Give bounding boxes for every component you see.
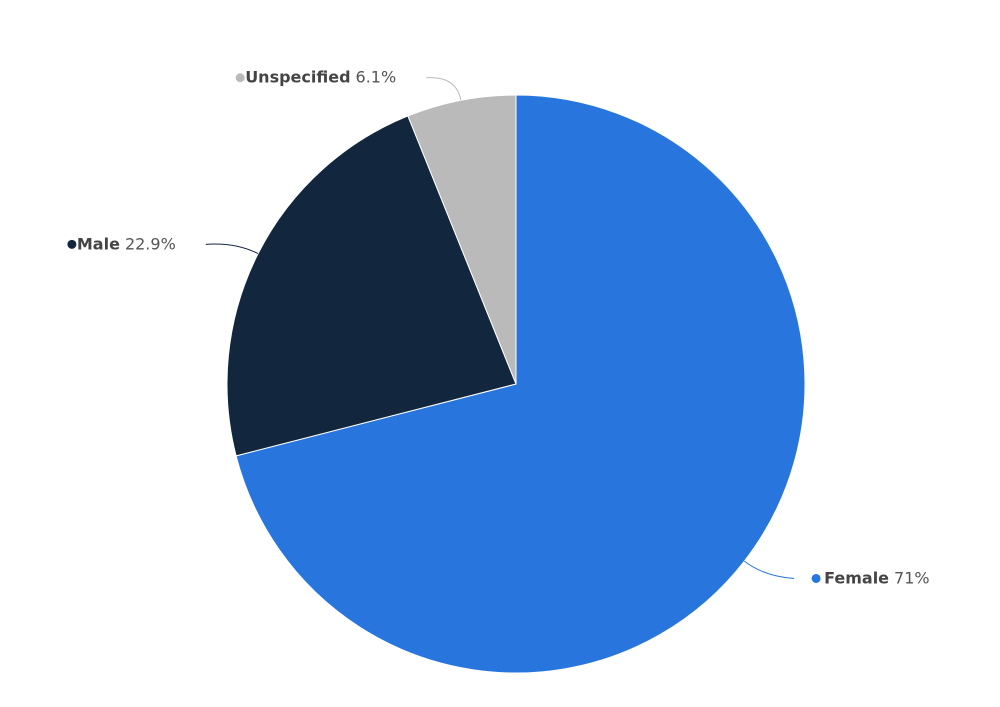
label-dot — [811, 573, 821, 583]
connector — [426, 77, 462, 101]
data-label: Male 22.9% — [77, 234, 176, 253]
label-name: Female — [824, 568, 889, 587]
label-value: 6.1% — [356, 67, 397, 86]
label-name: Unspecified — [245, 67, 350, 86]
connector — [744, 560, 795, 579]
label-dot — [235, 73, 245, 83]
label-dot — [67, 239, 77, 249]
data-label: Female 71% — [824, 568, 930, 587]
pie-slice — [235, 94, 806, 674]
label-value: 71% — [894, 568, 930, 587]
data-label: Unspecified 6.1% — [245, 67, 396, 86]
connector — [205, 243, 259, 255]
label-name: Male — [77, 234, 120, 253]
label-value: 22.9% — [125, 234, 176, 253]
